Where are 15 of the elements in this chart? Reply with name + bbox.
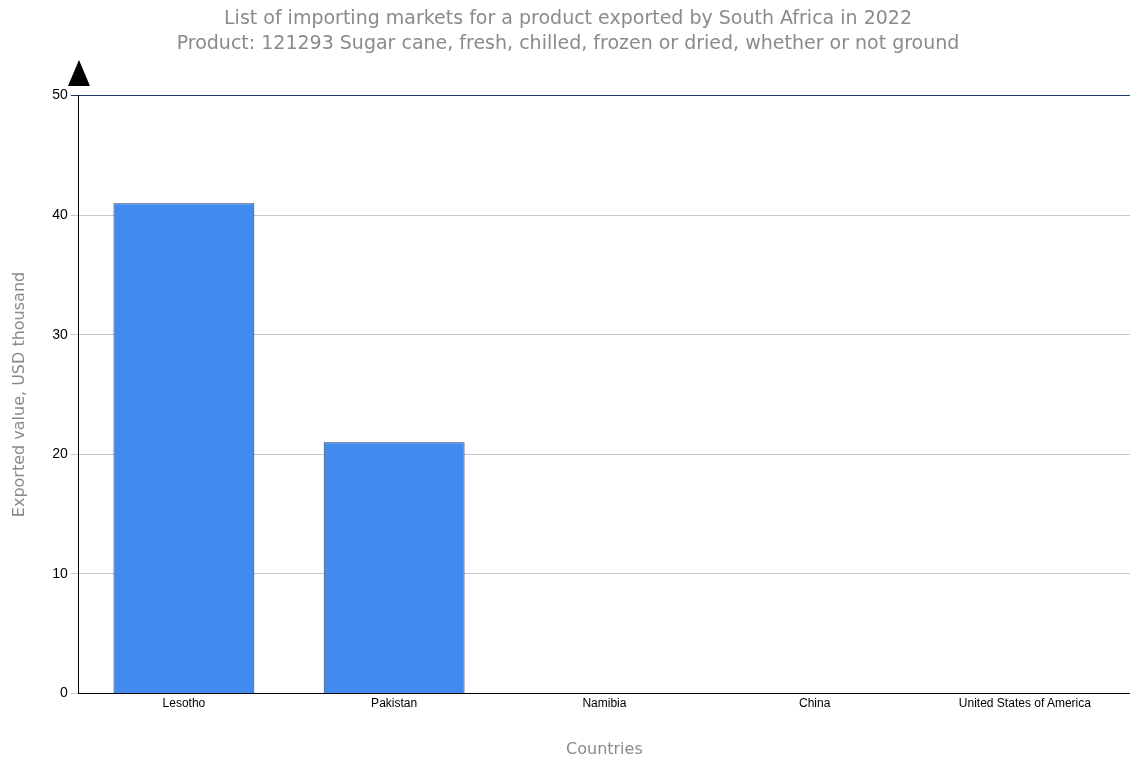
x-axis-title: Countries xyxy=(566,738,643,758)
y-tick-label: 30 xyxy=(52,325,68,342)
y-tick-label: 40 xyxy=(52,206,68,223)
x-tick-label: China xyxy=(798,695,831,710)
y-tick-label: 20 xyxy=(52,445,68,462)
x-tick-label: Namibia xyxy=(582,695,627,710)
y-tick-label: 10 xyxy=(52,564,68,581)
x-tick-label: Pakistan xyxy=(371,695,418,710)
x-tick-label: United States of America xyxy=(958,695,1092,710)
y-tick-label: 50 xyxy=(52,86,68,103)
chart-title: List of importing markets for a product exported by South Africa in 2022 xyxy=(224,6,912,29)
y-tick-label: 0 xyxy=(59,684,68,701)
x-tick-label: Lesotho xyxy=(162,695,206,710)
y-axis-title: Exported value, USD thousand xyxy=(8,271,28,518)
chart-subtitle: Product: 121293 Sugar cane, fresh, chilled, frozen or dried, whether or not ground xyxy=(176,31,960,54)
